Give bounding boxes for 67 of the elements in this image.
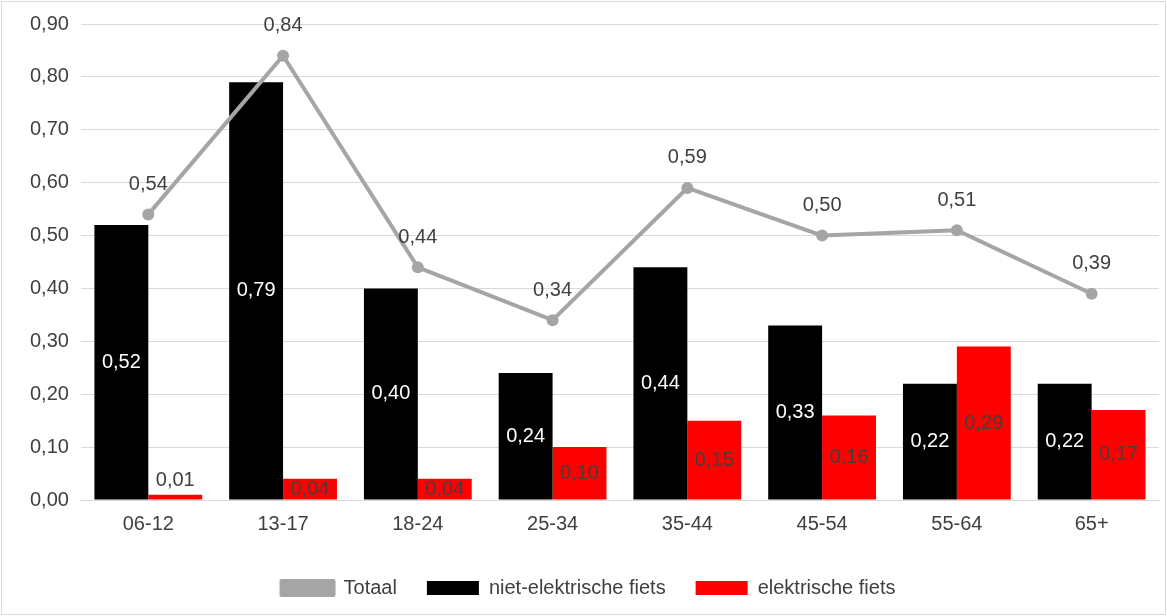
data-label: 0,17 [1099, 442, 1139, 465]
y-tick-label: 0,70 [29, 117, 69, 140]
y-tick-label: 0,80 [29, 64, 69, 87]
data-label: 0,51 [937, 187, 977, 210]
y-tick-label: 0,20 [29, 381, 69, 404]
bar [498, 373, 553, 500]
bar [229, 82, 284, 500]
x-tick-label: 13-17 [257, 511, 309, 534]
y-tick-label: 0,10 [29, 434, 69, 457]
point [142, 208, 155, 221]
point [546, 314, 559, 327]
point [816, 229, 829, 242]
data-label: 0,01 [155, 468, 195, 491]
data-label: 0,84 [263, 13, 303, 36]
bar [687, 420, 742, 500]
legend-label: niet-elektrische fiets [488, 575, 666, 598]
x-tick-label: 65+ [1074, 511, 1109, 534]
bar [552, 447, 607, 500]
data-label: 0,52 [101, 349, 141, 372]
data-label: 0,79 [236, 278, 276, 301]
bar [1037, 383, 1092, 500]
point [411, 261, 424, 274]
data-label: 0,59 [667, 145, 707, 168]
data-label: 0,10 [560, 460, 599, 483]
x-tick-label: 35-44 [661, 511, 713, 534]
data-label: 0,15 [694, 447, 734, 470]
x-tick-label: 18-24 [392, 511, 444, 534]
x-tick-label: 06-12 [122, 511, 174, 534]
data-label: 0,24 [506, 423, 546, 446]
data-label: 0,04 [425, 476, 465, 499]
x-tick-label: 25-34 [527, 511, 579, 534]
point [1085, 287, 1098, 300]
data-label: 0,04 [290, 476, 330, 499]
bar [768, 325, 823, 500]
data-label: 0,44 [640, 370, 680, 393]
x-tick-label: 45-54 [796, 511, 848, 534]
bar [363, 288, 418, 500]
bar [148, 494, 203, 500]
bar [956, 346, 1011, 500]
data-label: 0,50 [802, 193, 842, 216]
data-label: 0,34 [533, 277, 573, 300]
x-tick-label: 55-64 [931, 511, 983, 534]
bar [633, 267, 688, 500]
bar [94, 224, 149, 500]
y-tick-label: 0,60 [29, 170, 69, 193]
bar [902, 383, 957, 500]
legend-label: elektrische fiets [757, 575, 896, 598]
data-label: 0,16 [829, 444, 869, 467]
data-label: 0,54 [128, 171, 168, 194]
data-label: 0,29 [964, 410, 1004, 433]
data-label: 0,44 [398, 224, 438, 247]
data-label: 0,39 [1072, 251, 1112, 274]
data-label: 0,22 [1045, 429, 1085, 452]
legend-label: Totaal [343, 575, 397, 598]
y-tick-label: 0,90 [29, 11, 69, 34]
y-tick-label: 0,50 [29, 223, 69, 246]
y-tick-label: 0,30 [29, 328, 69, 351]
point [681, 181, 694, 194]
data-label: 0,40 [371, 381, 411, 404]
bar [1091, 410, 1146, 500]
bar [822, 415, 877, 500]
y-tick-label: 0,40 [29, 275, 69, 298]
y-tick-label: 0,00 [29, 487, 69, 510]
point [950, 224, 963, 237]
data-label: 0,33 [775, 400, 815, 422]
point [277, 49, 290, 62]
data-label: 0,22 [910, 429, 950, 452]
